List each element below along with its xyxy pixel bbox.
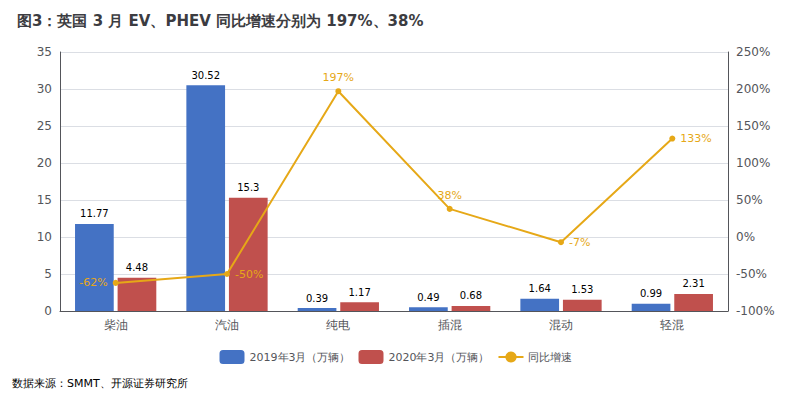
- svg-text:2.31: 2.31: [682, 278, 704, 289]
- svg-text:插混: 插混: [438, 318, 462, 332]
- svg-text:同比增速: 同比增速: [528, 351, 572, 364]
- svg-text:15.3: 15.3: [237, 182, 259, 193]
- svg-text:汽油: 汽油: [215, 318, 239, 332]
- svg-text:-100%: -100%: [736, 304, 775, 318]
- svg-text:0.39: 0.39: [306, 293, 328, 304]
- svg-text:4.48: 4.48: [126, 262, 148, 273]
- svg-text:图3：英国 3 月 EV、PHEV 同比增速分别为 197%: 图3：英国 3 月 EV、PHEV 同比增速分别为 197%、38%: [17, 12, 424, 30]
- svg-text:197%: 197%: [323, 71, 354, 84]
- svg-text:-50%: -50%: [235, 268, 263, 281]
- svg-text:2019年3月（万辆）: 2019年3月（万辆）: [250, 351, 351, 364]
- svg-text:11.77: 11.77: [80, 208, 109, 219]
- svg-text:0.49: 0.49: [417, 292, 439, 303]
- svg-text:30: 30: [37, 82, 52, 96]
- svg-text:纯电: 纯电: [326, 318, 350, 332]
- svg-text:50%: 50%: [736, 193, 763, 207]
- svg-text:100%: 100%: [736, 156, 770, 170]
- svg-text:15: 15: [37, 193, 52, 207]
- svg-text:25: 25: [37, 119, 52, 133]
- svg-text:轻混: 轻混: [660, 318, 684, 332]
- svg-text:20: 20: [37, 156, 52, 170]
- svg-text:10: 10: [37, 230, 52, 244]
- svg-text:30.52: 30.52: [191, 70, 220, 81]
- svg-text:38%: 38%: [437, 189, 461, 202]
- svg-text:250%: 250%: [736, 45, 770, 59]
- svg-text:1.53: 1.53: [571, 284, 593, 295]
- svg-text:2020年3月（万辆）: 2020年3月（万辆）: [389, 351, 490, 364]
- svg-text:1.17: 1.17: [348, 287, 370, 298]
- svg-text:0: 0: [44, 304, 52, 318]
- svg-text:150%: 150%: [736, 119, 770, 133]
- svg-text:混动: 混动: [549, 318, 573, 332]
- svg-text:-62%: -62%: [79, 276, 107, 289]
- svg-text:-50%: -50%: [736, 267, 767, 281]
- svg-text:数据来源：SMMT、开源证券研究所: 数据来源：SMMT、开源证券研究所: [12, 377, 188, 390]
- svg-text:0.99: 0.99: [640, 288, 662, 299]
- svg-text:5: 5: [44, 267, 52, 281]
- svg-text:1.64: 1.64: [529, 283, 551, 294]
- svg-text:200%: 200%: [736, 82, 770, 96]
- svg-text:-7%: -7%: [569, 236, 590, 249]
- svg-text:35: 35: [37, 45, 52, 59]
- svg-text:133%: 133%: [680, 132, 711, 145]
- svg-text:柴油: 柴油: [104, 318, 128, 332]
- svg-text:0.68: 0.68: [460, 290, 482, 301]
- svg-text:0%: 0%: [736, 230, 755, 244]
